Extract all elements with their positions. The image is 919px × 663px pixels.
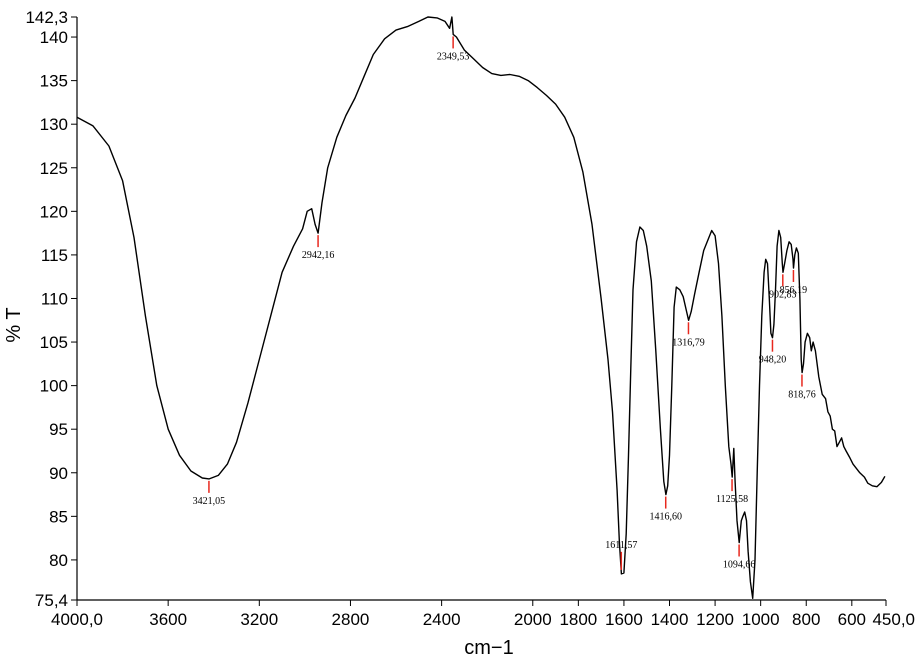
x-tick-label: 600	[838, 610, 866, 629]
peak-label: 948,20	[759, 355, 787, 366]
peak-label: 1125,58	[716, 494, 748, 505]
peak-annotation: 1316,79	[672, 322, 705, 348]
peak-label: 1416,60	[649, 512, 682, 523]
peak-label: 818,76	[788, 390, 816, 401]
y-tick-label: 90	[49, 464, 68, 483]
y-tick-label: 85	[49, 507, 68, 526]
y-tick-label: 130	[40, 115, 68, 134]
y-tick-label: 125	[40, 159, 68, 178]
y-axis-ticks: 75,4 80 85 90 95 100 105 110 115 120 125 130 135 1401…	[25, 8, 77, 610]
y-tick-label: 100	[40, 377, 68, 396]
peak-label: 3421,05	[193, 496, 226, 507]
y-tick-label: 120	[40, 202, 68, 221]
peak-label: 1094,66	[723, 559, 756, 570]
x-axis-ticks: 4000,0 3600 3200 2800 2400 2000 1800 1600 1400 12…	[51, 600, 915, 629]
axes	[76, 17, 886, 601]
y-axis-label: % T	[3, 307, 25, 342]
peak-annotation: 902,83	[769, 274, 797, 300]
peak-label: 902,83	[769, 289, 797, 300]
x-tick-label: 2400	[423, 610, 461, 629]
x-tick-label: 2000	[514, 610, 552, 629]
peak-annotation: 3421,05	[193, 480, 226, 507]
x-tick-label: 1000	[742, 610, 780, 629]
peak-annotation: 948,20	[759, 339, 787, 366]
peak-annotation: 856,19	[780, 269, 808, 296]
peak-annotation: 2942,16	[302, 235, 335, 261]
y-tick-label: 75,4	[35, 591, 68, 610]
y-tick-label: 142,3	[25, 8, 68, 27]
x-tick-label: 4000,0	[51, 610, 103, 629]
x-tick-label: 1800	[559, 610, 597, 629]
y-tick-label: 140	[40, 28, 68, 47]
peak-annotation: 1416,60	[649, 496, 682, 523]
peak-label: 2942,16	[302, 250, 335, 261]
peak-label: 1611,57	[605, 540, 637, 551]
peak-annotation: 1094,66	[723, 544, 756, 570]
peak-annotation: 1125,58	[716, 479, 748, 505]
x-tick-label: 2800	[332, 610, 370, 629]
peak-annotation: 1611,57	[605, 540, 637, 570]
y-tick-label: 135	[40, 72, 68, 91]
peak-label: 1316,79	[672, 337, 705, 348]
peak-annotation: 818,76	[788, 374, 816, 401]
peak-label: 2349,53	[437, 51, 470, 62]
y-tick-label: 105	[40, 333, 68, 352]
x-tick-label: 3600	[149, 610, 187, 629]
y-tick-label: 110	[41, 289, 68, 308]
x-axis-label: cm−1	[464, 637, 513, 659]
x-tick-label: 1400	[651, 610, 689, 629]
x-tick-label: 800	[792, 610, 820, 629]
peak-label: 856,19	[780, 285, 808, 296]
y-tick-label: 115	[41, 246, 68, 265]
x-tick-label: 1200	[696, 610, 734, 629]
x-tick-label: 450,0	[872, 610, 915, 629]
y-tick-label: 95	[49, 420, 68, 439]
x-tick-label: 3200	[240, 610, 278, 629]
spectrum-line	[76, 16, 886, 599]
peak-annotations: 3421,05 2942,16 2349,53 1611,57 1416,60 1316,…	[193, 36, 816, 570]
peak-annotation: 2349,53	[437, 36, 470, 62]
y-tick-label: 80	[49, 551, 68, 570]
series-group	[76, 16, 886, 599]
x-tick-label: 1600	[605, 610, 643, 629]
